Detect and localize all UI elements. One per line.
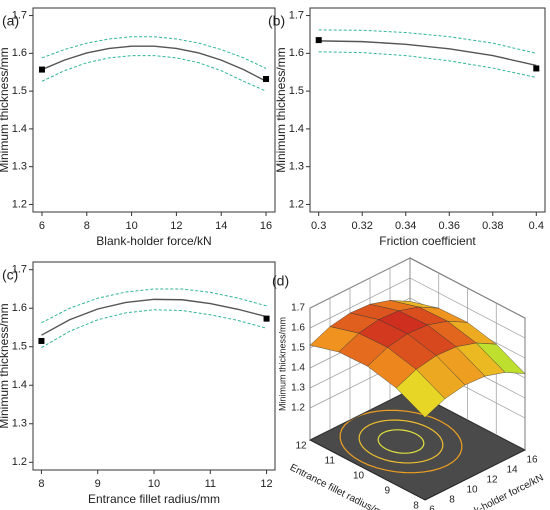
y-tick-label: 1.6 bbox=[12, 302, 27, 314]
z-tick-label: 1.4 bbox=[291, 363, 305, 374]
plot-frame bbox=[32, 261, 276, 471]
y-tick-label: 1.7 bbox=[12, 264, 27, 276]
x-tick-label: 10 bbox=[148, 478, 160, 490]
y-tick-label: 1.4 bbox=[289, 123, 304, 135]
contour bbox=[377, 429, 425, 454]
x-tick-label: 16 bbox=[526, 455, 538, 466]
panel-label: (b) bbox=[268, 13, 285, 29]
y-tick-label: 1.3 bbox=[12, 161, 27, 173]
z-axis-label: Minimum thickness/mm bbox=[277, 317, 287, 411]
panel-label: (c) bbox=[2, 267, 18, 283]
confidence-band bbox=[41, 309, 267, 348]
y-tick-label: 1.6 bbox=[12, 47, 27, 59]
panel-label: (a) bbox=[2, 13, 19, 29]
design-point bbox=[38, 337, 45, 344]
x-axis-label: Blank-holder force/kN bbox=[96, 234, 211, 248]
confidence-band bbox=[318, 29, 537, 54]
contour bbox=[339, 409, 463, 474]
x-tick-label: 0.34 bbox=[395, 220, 416, 232]
y-tick-label: 1.7 bbox=[12, 9, 27, 21]
y-tick-label: 1.2 bbox=[12, 456, 27, 468]
y-tick-label: 1.2 bbox=[289, 198, 304, 210]
x-tick-label: 12 bbox=[260, 478, 272, 490]
z-tick-label: 1.3 bbox=[291, 383, 305, 394]
x-tick-label: 0.3 bbox=[311, 220, 326, 232]
y-tick-label: 1.5 bbox=[12, 85, 27, 97]
x-tick-label: 11 bbox=[205, 478, 216, 490]
y-tick-label: 8 bbox=[413, 501, 419, 510]
x-tick-label: 8 bbox=[84, 220, 90, 232]
y-tick-label: 1.5 bbox=[12, 341, 27, 353]
x-tick-label: 0.38 bbox=[482, 220, 503, 232]
y-axis-label: Minimum thickness/mm bbox=[274, 47, 288, 172]
y-tick-label: 9 bbox=[384, 486, 390, 497]
y-tick-label: 1.4 bbox=[12, 379, 27, 391]
z-tick-label: 1.6 bbox=[291, 323, 305, 334]
x-tick-label: 10 bbox=[125, 220, 137, 232]
z-tick-label: 1.5 bbox=[291, 343, 305, 354]
y-tick-label: 1.3 bbox=[12, 418, 27, 430]
confidence-band bbox=[41, 36, 267, 69]
plot-frame bbox=[309, 7, 546, 213]
design-point bbox=[263, 315, 270, 322]
y-axis-label: Minimum thickness/mm bbox=[0, 303, 11, 428]
x-tick-label: 8 bbox=[38, 478, 44, 490]
x-tick-label: 0.4 bbox=[529, 220, 544, 232]
y-tick-label: 1.5 bbox=[289, 85, 304, 97]
y-tick-label: 1.7 bbox=[289, 9, 304, 21]
x-tick-label: 6 bbox=[429, 505, 435, 510]
response-curve bbox=[318, 40, 537, 67]
design-point bbox=[38, 66, 45, 73]
confidence-band bbox=[318, 51, 537, 78]
confidence-band bbox=[41, 288, 267, 324]
x-tick-label: 12 bbox=[486, 475, 498, 486]
y-tick-label: 10 bbox=[353, 471, 365, 482]
plot-frame bbox=[32, 7, 276, 213]
contour bbox=[358, 419, 444, 464]
x-tick-label: 8 bbox=[449, 495, 455, 506]
x-tick-label: 9 bbox=[95, 478, 101, 490]
x-tick-label: 14 bbox=[215, 220, 227, 232]
response-curve bbox=[41, 298, 267, 336]
x-tick-label: 12 bbox=[170, 220, 182, 232]
x-tick-label: 14 bbox=[506, 465, 518, 476]
x-tick-label: 6 bbox=[39, 220, 45, 232]
x-tick-label: 0.36 bbox=[439, 220, 460, 232]
surface-patch bbox=[395, 369, 446, 418]
y-tick-label: 1.3 bbox=[289, 161, 304, 173]
y-tick-label: 11 bbox=[325, 456, 336, 467]
panel-label: (d) bbox=[272, 273, 289, 289]
z-tick-label: 1.7 bbox=[291, 303, 305, 314]
z-tick-label: 1.2 bbox=[291, 403, 305, 414]
x-axis-label: Friction coefficient bbox=[379, 234, 476, 248]
y-axis-label: Minimum thickness/mm bbox=[0, 47, 11, 172]
y-tick-label: 1.2 bbox=[12, 198, 27, 210]
y-tick-label: 12 bbox=[295, 441, 307, 452]
y-tick-label: 1.4 bbox=[12, 123, 27, 135]
design-point bbox=[263, 76, 270, 83]
y-tick-label: 1.6 bbox=[289, 47, 304, 59]
x-tick-label: 0.32 bbox=[352, 220, 373, 232]
confidence-band bbox=[41, 55, 267, 92]
design-point bbox=[533, 65, 540, 72]
x-tick-label: 16 bbox=[260, 220, 272, 232]
design-point bbox=[315, 37, 322, 44]
response-curve bbox=[41, 45, 267, 82]
x-tick-label: 10 bbox=[466, 485, 478, 496]
x-axis-label: Entrance fillet radius/mm bbox=[88, 492, 220, 506]
